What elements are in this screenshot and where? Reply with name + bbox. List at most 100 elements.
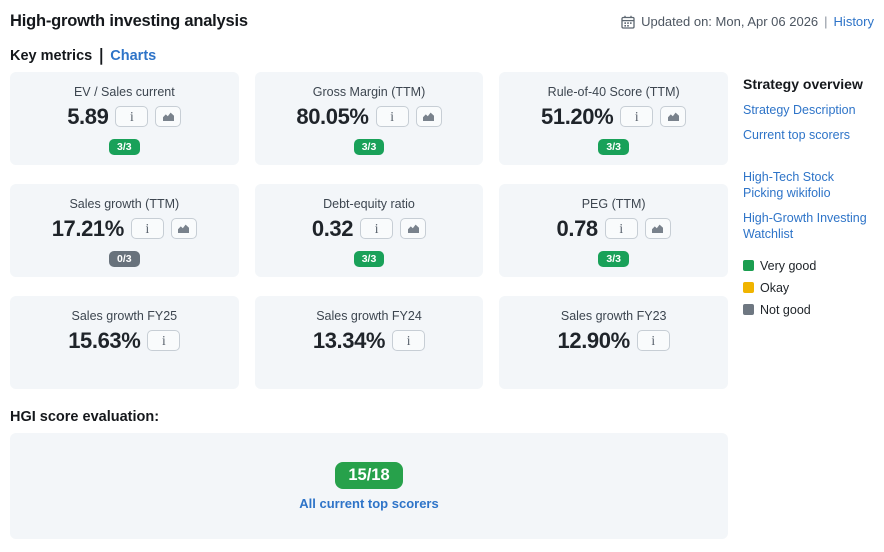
metric-value-row: 51.20% i (499, 103, 728, 130)
calendar-icon (621, 15, 635, 29)
hgi-heading: HGI score evaluation: (10, 409, 160, 425)
metric-value-row: 12.90% i (499, 327, 728, 354)
score-badge: 3/3 (598, 139, 629, 156)
tab-key-metrics[interactable]: Key metrics (10, 48, 93, 64)
bar-chart-icon (652, 224, 664, 233)
view-tabs: Key metrics | Charts (10, 46, 874, 66)
chart-button[interactable] (644, 218, 671, 239)
legend-label: Not good (760, 302, 811, 317)
sidebar-link[interactable]: Current top scorers (743, 128, 850, 143)
score-badge: 0/3 (109, 251, 140, 268)
metric-value-row: 5.89 i (10, 103, 239, 130)
header-separator: | (824, 14, 828, 29)
bar-chart-icon (162, 112, 174, 121)
metric-value: 13.34% (312, 327, 386, 353)
metric-card: Gross Margin (TTM) 80.05% i 3/3 (254, 72, 484, 165)
metric-label: Gross Margin (TTM) (312, 85, 426, 99)
main-content: EV / Sales current 5.89 i 3/3 Gross Margin (… (10, 72, 874, 539)
score-badge: 3/3 (353, 139, 385, 156)
metric-value: 0.78 (556, 215, 599, 241)
info-button[interactable]: i (620, 106, 654, 127)
metric-value-row: 15.63% i (10, 327, 239, 354)
tab-separator: | (99, 46, 104, 66)
metric-badge-row: 3/3 (499, 249, 728, 268)
score-badge: 3/3 (598, 251, 629, 268)
info-icon: i (634, 108, 639, 124)
metric-value-row: 0.78 i (499, 215, 728, 242)
info-icon: i (162, 332, 166, 348)
legend-item: Very good (743, 259, 874, 273)
info-button[interactable]: i (130, 218, 164, 239)
info-button[interactable]: i (636, 330, 670, 351)
legend-item: Okay (743, 281, 874, 295)
metrics-grid: EV / Sales current 5.89 i 3/3 Gross Margin (… (10, 72, 728, 389)
updated-info: Updated on: Mon, Apr 06 2026 | History (621, 14, 874, 29)
tab-charts[interactable]: Charts (110, 48, 157, 64)
metric-value: 17.21% (51, 215, 125, 241)
metric-card: PEG (TTM) 0.78 i 3/3 (499, 184, 728, 277)
metric-label: Rule-of-40 Score (TTM) (547, 85, 680, 99)
legend-swatch-icon (743, 282, 754, 293)
hgi-top-scorers-link[interactable]: All current top scorers (299, 495, 439, 511)
info-button[interactable]: i (375, 106, 409, 127)
metric-value: 12.90% (557, 327, 631, 353)
metric-value-row: 0.32 i (255, 215, 484, 242)
metric-label: Sales growth (TTM) (69, 197, 180, 211)
metric-card: Sales growth FY25 15.63% i (10, 296, 239, 389)
legend-label: Okay (760, 280, 790, 295)
metric-value-row: 17.21% i (10, 215, 239, 242)
hgi-panel: 15/18 All current top scorers (10, 433, 728, 539)
bar-chart-icon (407, 224, 419, 233)
metric-value: 80.05% (296, 103, 369, 129)
metric-badge-row: 0/3 (10, 249, 239, 268)
sidebar-link[interactable]: Strategy Description (743, 103, 856, 117)
info-icon: i (390, 108, 394, 124)
score-badge: 3/3 (353, 251, 385, 268)
metric-label: Sales growth FY23 (560, 309, 667, 323)
info-icon: i (374, 220, 379, 236)
legend-item: Not good (743, 303, 874, 317)
legend-label: Very good (760, 258, 817, 273)
metric-card: EV / Sales current 5.89 i 3/3 (10, 72, 239, 165)
metric-card: Rule-of-40 Score (TTM) 51.20% i 3/3 (499, 72, 728, 165)
metric-card: Sales growth FY24 13.34% i (254, 296, 484, 389)
info-icon: i (619, 220, 624, 236)
metric-card: Sales growth (TTM) 17.21% i 0/3 (10, 184, 239, 277)
sidebar-external-link[interactable]: High-Tech Stock Picking wikifolio (743, 169, 835, 200)
history-link[interactable]: History (833, 14, 874, 29)
metric-value: 0.32 (311, 215, 354, 241)
info-icon: i (130, 108, 134, 124)
info-button[interactable]: i (147, 330, 181, 351)
info-icon: i (651, 332, 656, 348)
sidebar-external-link[interactable]: High-Growth Investing Watchlist (743, 211, 867, 242)
bar-chart-icon (423, 112, 435, 121)
chart-button[interactable] (415, 106, 442, 127)
info-icon: i (145, 220, 150, 236)
chart-button[interactable] (400, 218, 427, 239)
metric-badge-row: 3/3 (255, 137, 484, 156)
updated-text: Updated on: Mon, Apr 06 2026 (641, 14, 819, 29)
metric-label: Debt-equity ratio (323, 197, 415, 211)
metric-card: Sales growth FY23 12.90% i (499, 296, 728, 389)
metric-badge-row: 3/3 (255, 249, 484, 268)
metric-badge-row: 3/3 (10, 137, 239, 156)
metric-label: PEG (TTM) (581, 197, 646, 211)
chart-button[interactable] (660, 106, 687, 127)
info-button[interactable]: i (604, 218, 638, 239)
legend-swatch-icon (743, 304, 754, 315)
metric-label: EV / Sales current (73, 85, 175, 99)
chart-button[interactable] (155, 106, 182, 127)
metric-value: 51.20% (541, 103, 614, 129)
bar-chart-icon (667, 112, 679, 121)
strategy-sidebar: Strategy overview Strategy Description Cu… (728, 72, 874, 539)
hgi-score-badge: 15/18 (335, 461, 403, 489)
metrics-column: EV / Sales current 5.89 i 3/3 Gross Margin (… (10, 72, 728, 539)
metric-value-row: 13.34% i (255, 327, 484, 354)
sidebar-links-primary: Strategy Description Current top scorers (743, 102, 874, 144)
score-badge: 3/3 (109, 139, 140, 156)
info-button[interactable]: i (360, 218, 394, 239)
info-button[interactable]: i (392, 330, 426, 351)
chart-button[interactable] (170, 218, 197, 239)
metric-value: 5.89 (67, 103, 109, 129)
info-button[interactable]: i (115, 106, 149, 127)
